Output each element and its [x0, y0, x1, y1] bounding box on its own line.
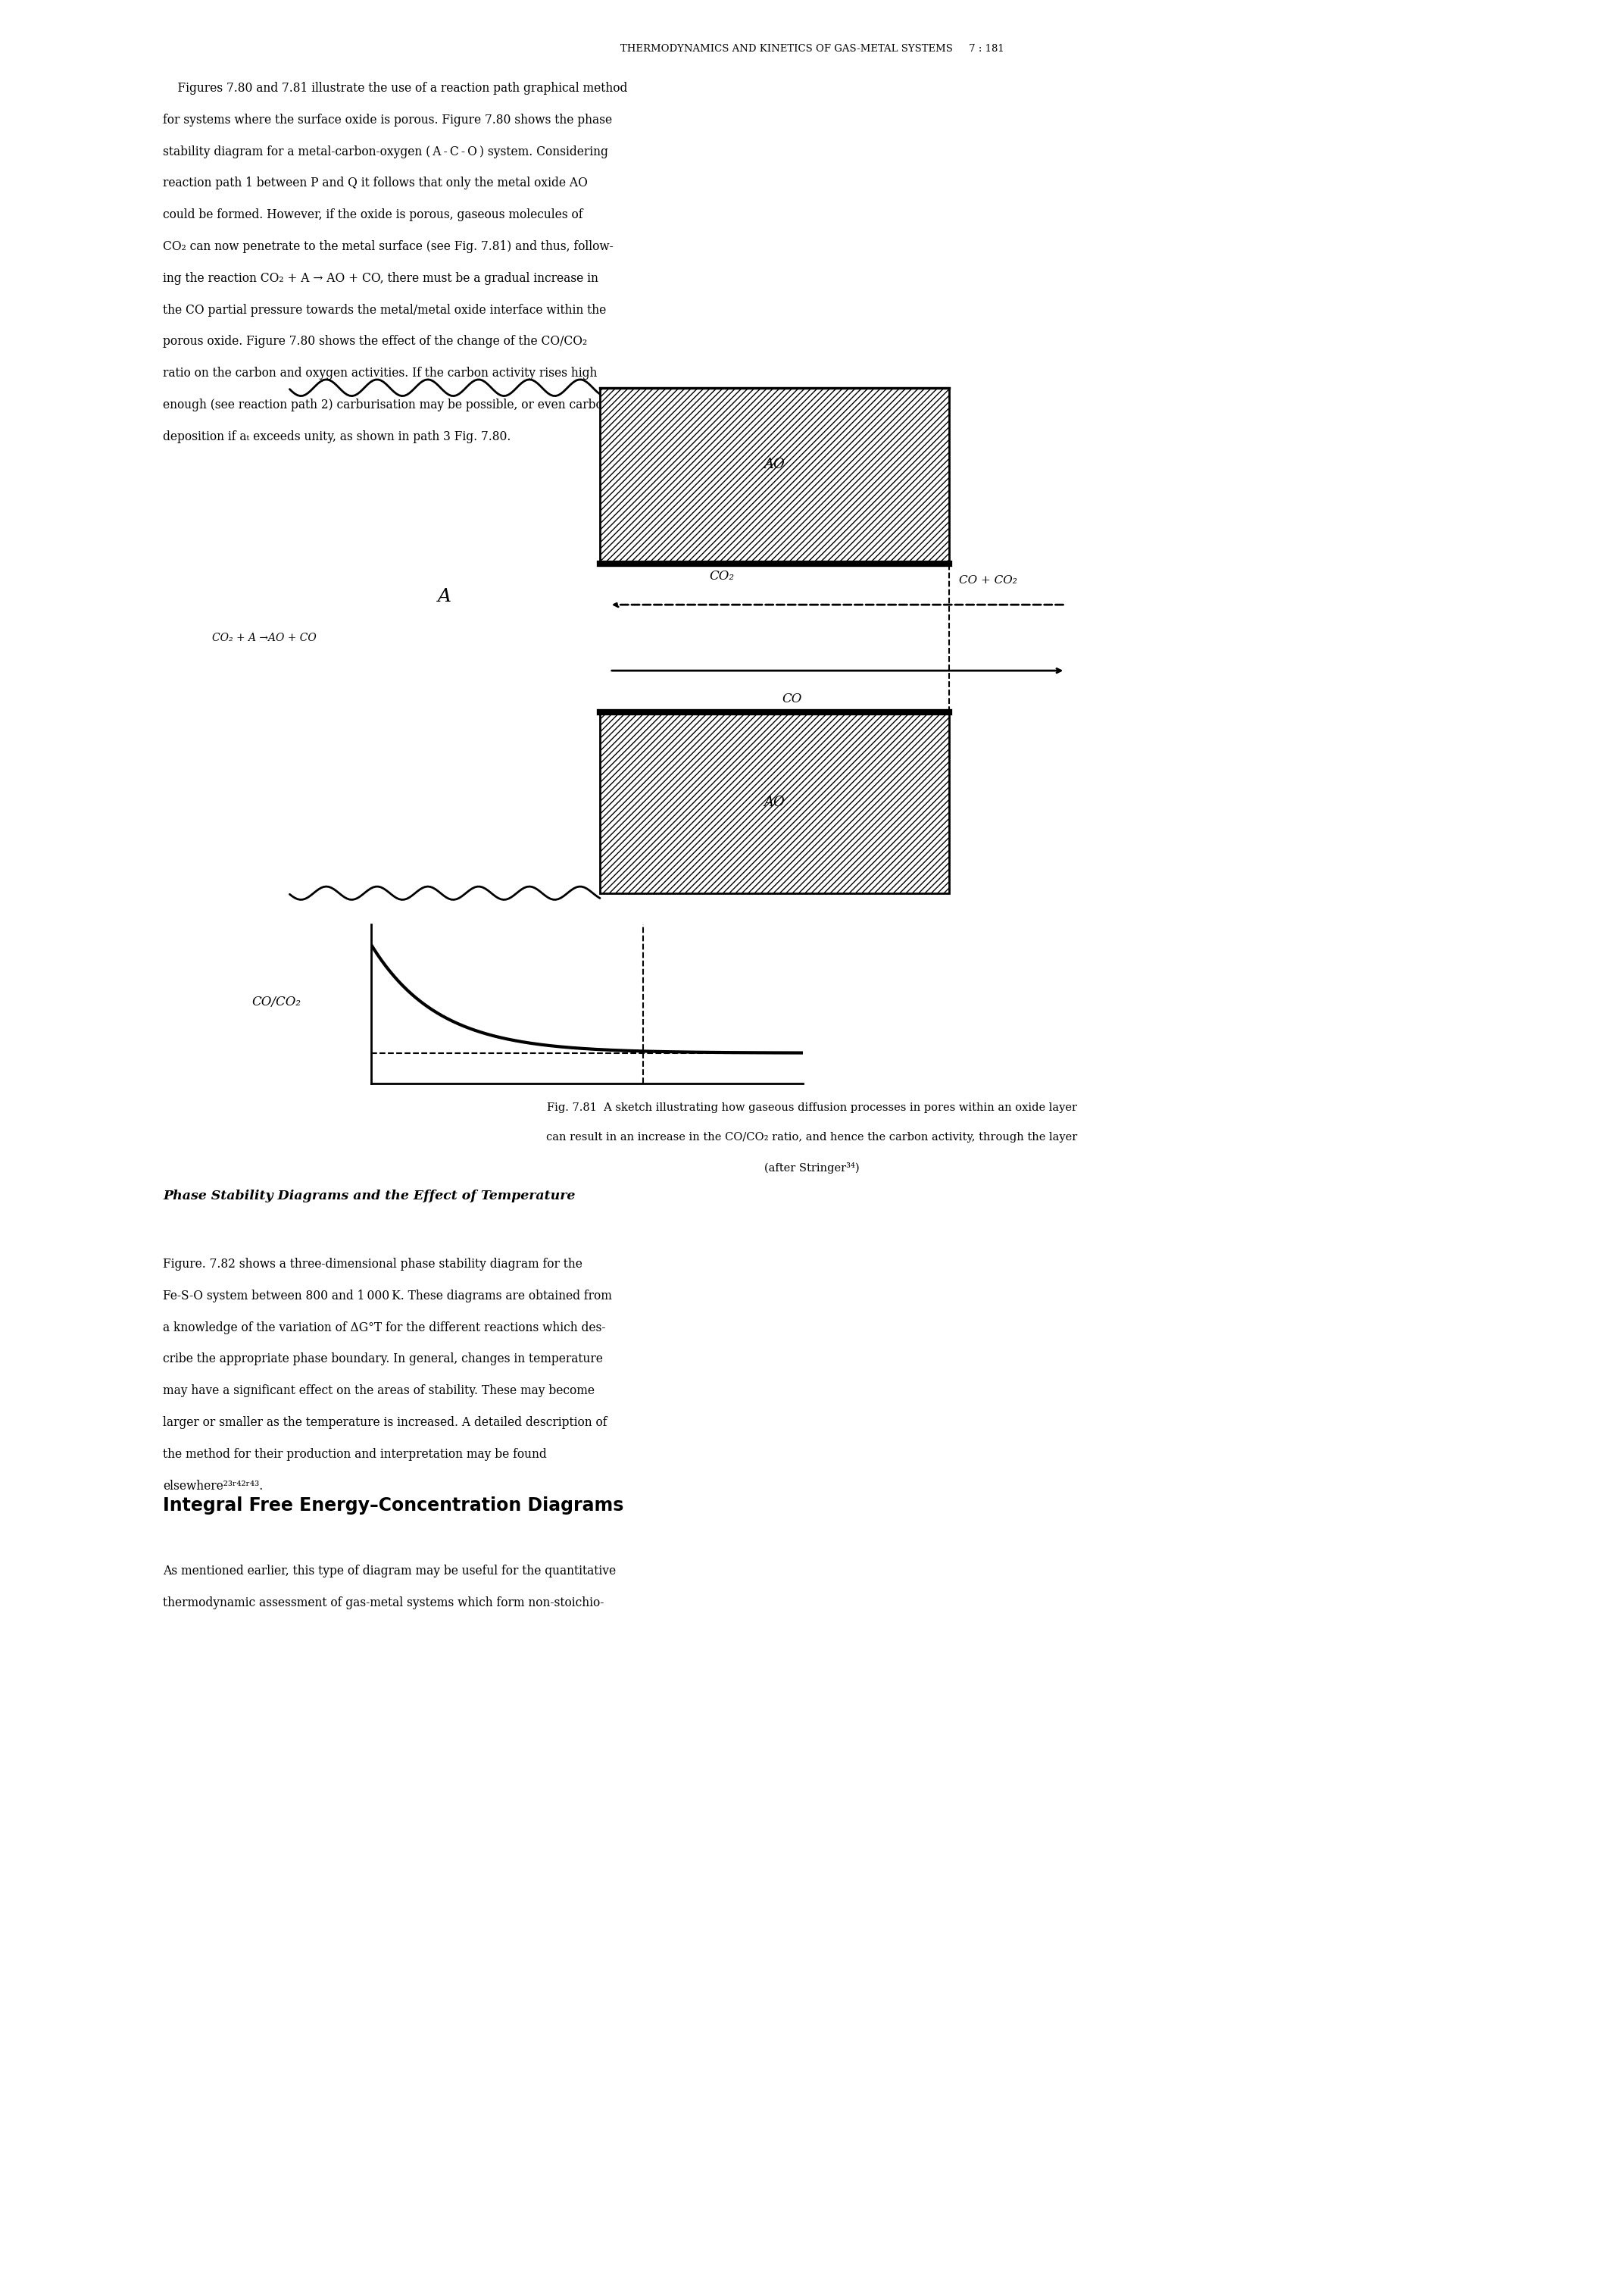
Text: AO: AO	[763, 457, 784, 470]
Text: Phase Stability Diagrams and the Effect of Temperature: Phase Stability Diagrams and the Effect …	[162, 1189, 575, 1203]
Text: CO₂ + A →AO + CO: CO₂ + A →AO + CO	[213, 633, 317, 643]
Text: THERMODYNAMICS AND KINETICS OF GAS-METAL SYSTEMS     7 : 181: THERMODYNAMICS AND KINETICS OF GAS-METAL…	[620, 44, 1004, 53]
Text: reaction path 1 between P and Q it follows that only the metal oxide AO: reaction path 1 between P and Q it follo…	[162, 177, 588, 190]
Text: CO + CO₂: CO + CO₂	[958, 574, 1017, 585]
Text: the method for their production and interpretation may be found: the method for their production and inte…	[162, 1448, 547, 1460]
Text: porous oxide. Figure 7.80 shows the effect of the change of the CO/CO₂: porous oxide. Figure 7.80 shows the effe…	[162, 335, 588, 349]
Text: As mentioned earlier, this type of diagram may be useful for the quantitative: As mentioned earlier, this type of diagr…	[162, 1565, 615, 1577]
Text: Figures 7.80 and 7.81 illustrate the use of a reaction path graphical method: Figures 7.80 and 7.81 illustrate the use…	[162, 83, 627, 94]
Text: could be formed. However, if the oxide is porous, gaseous molecules of: could be formed. However, if the oxide i…	[162, 209, 583, 220]
Text: Fig. 7.81  A sketch illustrating how gaseous diffusion processes in pores within: Fig. 7.81 A sketch illustrating how gase…	[547, 1102, 1077, 1113]
Text: a knowledge of the variation of ΔG°T for the different reactions which des-: a knowledge of the variation of ΔG°T for…	[162, 1322, 606, 1333]
Text: CO: CO	[781, 693, 802, 705]
Text: stability diagram for a metal-carbon-oxygen ( A - C - O ) system. Considering: stability diagram for a metal-carbon-oxy…	[162, 145, 607, 158]
Text: may have a significant effect on the areas of stability. These may become: may have a significant effect on the are…	[162, 1384, 594, 1398]
Text: cribe the appropriate phase boundary. In general, changes in temperature: cribe the appropriate phase boundary. In…	[162, 1352, 603, 1366]
Text: (after Stringer³⁴): (after Stringer³⁴)	[765, 1161, 859, 1173]
Text: deposition if aₜ exceeds unity, as shown in path 3 Fig. 7.80.: deposition if aₜ exceeds unity, as shown…	[162, 429, 512, 443]
Text: CO/CO₂: CO/CO₂	[252, 996, 300, 1010]
Text: Figure. 7.82 shows a three-dimensional phase stability diagram for the: Figure. 7.82 shows a three-dimensional p…	[162, 1258, 583, 1271]
Text: thermodynamic assessment of gas-metal systems which form non-stoichio-: thermodynamic assessment of gas-metal sy…	[162, 1597, 604, 1609]
Text: the CO partial pressure towards the metal/metal oxide interface within the: the CO partial pressure towards the meta…	[162, 303, 606, 317]
Text: Integral Free Energy–Concentration Diagrams: Integral Free Energy–Concentration Diagr…	[162, 1496, 624, 1515]
Text: can result in an increase in the CO/CO₂ ratio, and hence the carbon activity, th: can result in an increase in the CO/CO₂ …	[546, 1131, 1078, 1143]
Text: ing the reaction CO₂ + A → AO + CO, there must be a gradual increase in: ing the reaction CO₂ + A → AO + CO, ther…	[162, 271, 598, 285]
Text: for systems where the surface oxide is porous. Figure 7.80 shows the phase: for systems where the surface oxide is p…	[162, 112, 612, 126]
Text: CO₂ can now penetrate to the metal surface (see Fig. 7.81) and thus, follow-: CO₂ can now penetrate to the metal surfa…	[162, 241, 614, 252]
Text: larger or smaller as the temperature is increased. A detailed description of: larger or smaller as the temperature is …	[162, 1416, 607, 1430]
Text: Fe-S-O system between 800 and 1 000 K. These diagrams are obtained from: Fe-S-O system between 800 and 1 000 K. T…	[162, 1290, 612, 1301]
Bar	[599, 388, 948, 565]
Text: enough (see reaction path 2) carburisation may be possible, or even carbon: enough (see reaction path 2) carburisati…	[162, 399, 611, 411]
Text: A: A	[438, 588, 451, 606]
Text: AO: AO	[763, 796, 784, 810]
Text: CO₂: CO₂	[710, 569, 734, 583]
Bar	[599, 711, 948, 893]
Text: ratio on the carbon and oxygen activities. If the carbon activity rises high: ratio on the carbon and oxygen activitie…	[162, 367, 598, 379]
Text: elsewhere²³ʳ⁴²ʳ⁴³.: elsewhere²³ʳ⁴²ʳ⁴³.	[162, 1480, 263, 1492]
